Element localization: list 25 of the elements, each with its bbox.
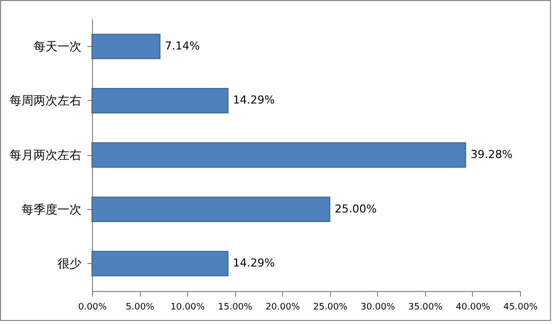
x-tick-label: 0.00%: [78, 302, 108, 312]
x-tick-label: 35.00%: [408, 302, 443, 312]
y-tick-label: 每季度一次: [22, 202, 82, 216]
data-label: 14.29%: [232, 94, 275, 107]
y-tick-label: 很少: [58, 256, 82, 271]
x-tick-label: 15.00%: [218, 302, 253, 312]
x-tick-label: 10.00%: [170, 302, 206, 312]
data-label: 14.29%: [232, 256, 275, 270]
x-tick-label: 5.00%: [126, 302, 155, 312]
x-tick-label: 30.00%: [360, 302, 396, 312]
bar: [92, 88, 228, 114]
bar: [92, 250, 228, 276]
y-tick-label: 每月两次左右: [10, 148, 82, 162]
data-label: 39.28%: [470, 148, 513, 161]
x-tick-label: 45.00%: [503, 302, 538, 312]
y-tick-label: 每周两次左右: [10, 94, 82, 108]
x-tick-label: 20.00%: [266, 302, 300, 312]
bar: [92, 34, 160, 60]
y-tick-label: 每天一次: [34, 39, 82, 54]
data-label: 7.14%: [164, 39, 200, 52]
x-tick-label: 25.00%: [313, 302, 348, 312]
data-label: 25.00%: [334, 202, 377, 216]
x-tick-label: 40.00%: [456, 302, 491, 312]
bar: [92, 142, 466, 168]
bar: [92, 196, 330, 222]
